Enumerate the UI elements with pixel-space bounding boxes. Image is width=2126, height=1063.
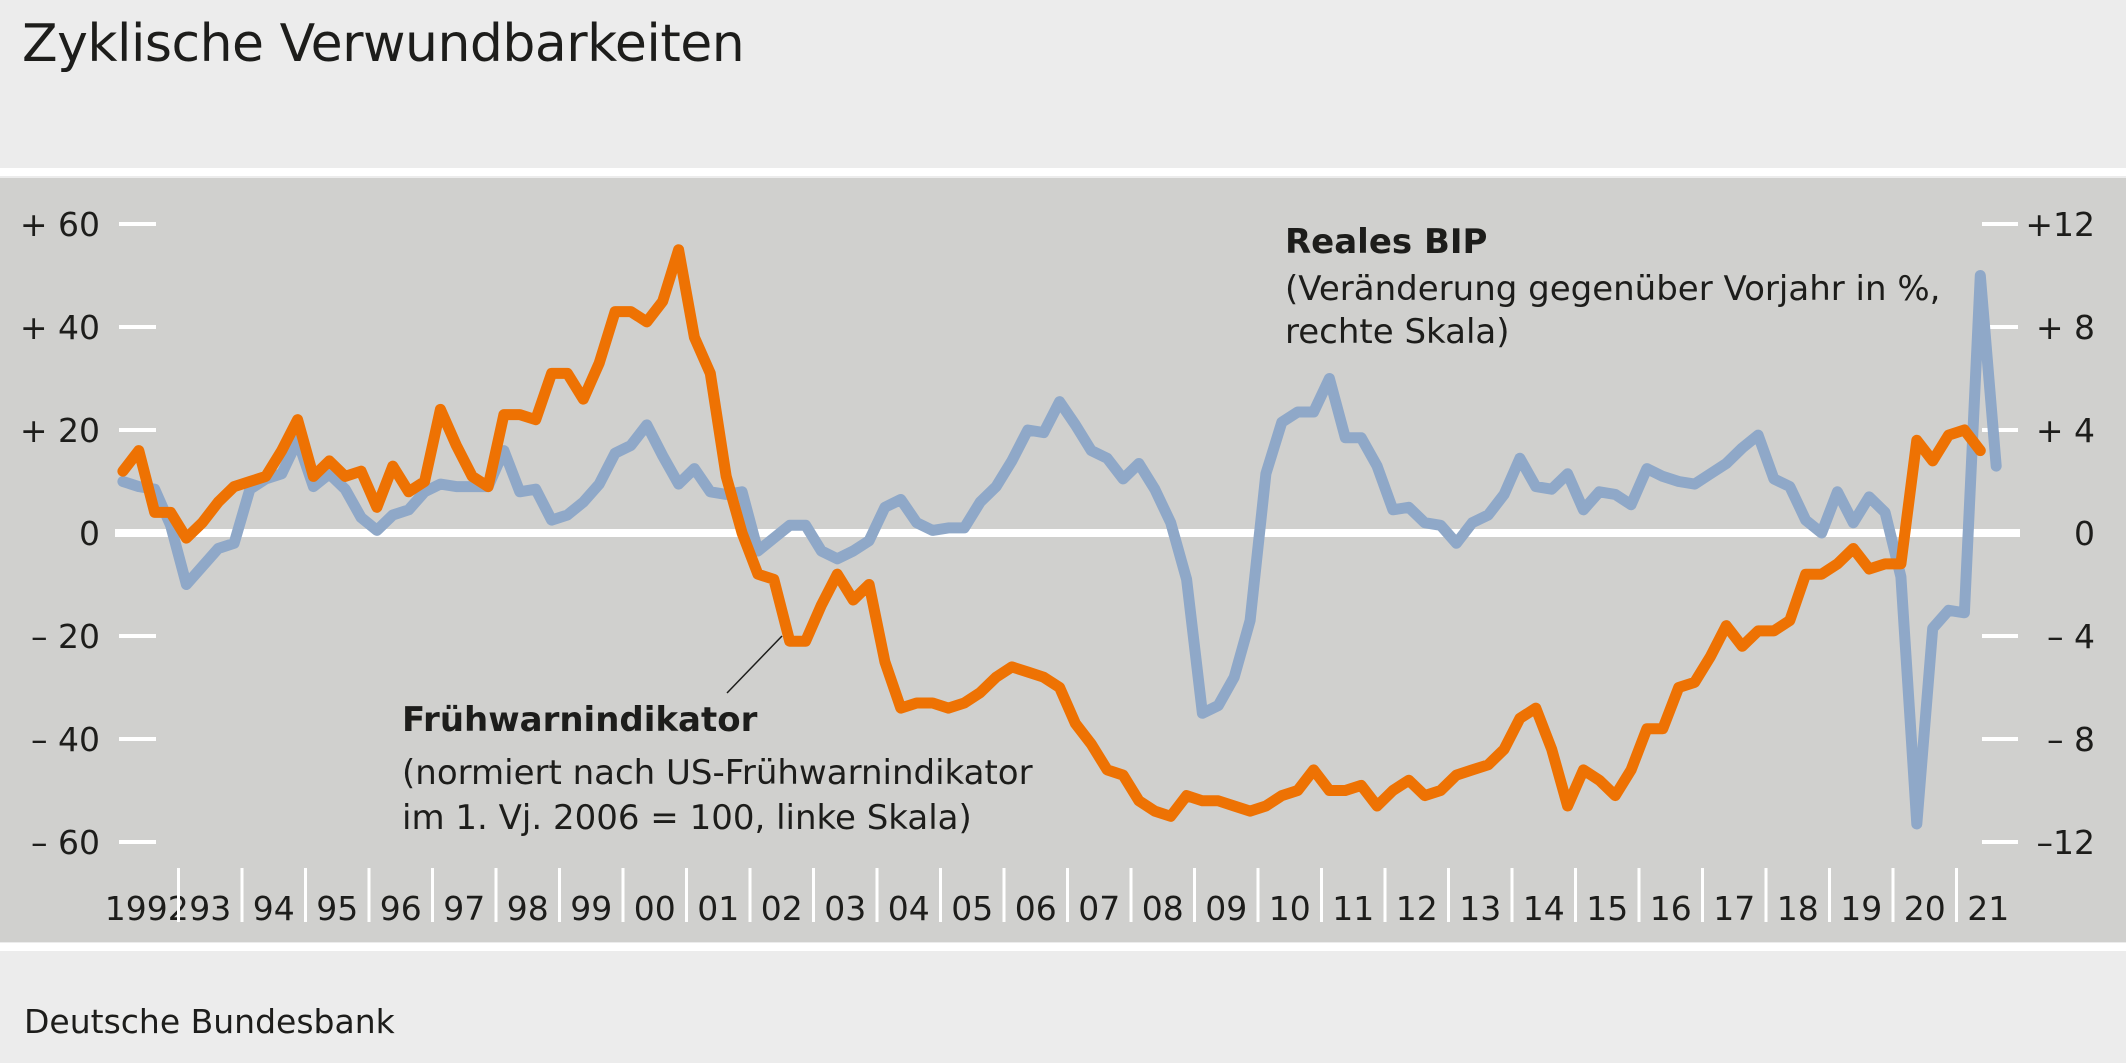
x-tick-label: 15 bbox=[1586, 889, 1628, 928]
x-tick-label: 96 bbox=[380, 889, 422, 928]
bottom-divider bbox=[0, 943, 2126, 951]
right-tick-label: – 4 bbox=[2047, 617, 2095, 656]
right-tick-label: +12 bbox=[2025, 205, 2095, 244]
left-tick-label: – 20 bbox=[31, 617, 100, 656]
legend-label-bip: Reales BIP bbox=[1285, 222, 1487, 262]
top-divider bbox=[0, 168, 2126, 176]
legend-sublabel-fruehwarn-1: (normiert nach US-Frühwarnindikator bbox=[402, 753, 1033, 793]
right-tick-label: – 8 bbox=[2047, 720, 2095, 759]
x-tick-label: 05 bbox=[951, 889, 993, 928]
legend-sublabel-bip-2: rechte Skala) bbox=[1285, 312, 1510, 352]
right-tick-label: + 4 bbox=[2036, 411, 2095, 450]
x-tick-label: 11 bbox=[1332, 889, 1374, 928]
left-tick-label: 0 bbox=[79, 514, 100, 553]
x-tick-label: 21 bbox=[1967, 889, 2009, 928]
x-tick-label: 95 bbox=[316, 889, 358, 928]
series-line-reales-bip bbox=[117, 270, 2002, 830]
legend-sublabel-bip-1: (Veränderung gegenüber Vorjahr in %, bbox=[1285, 269, 1940, 309]
x-tick-label: 18 bbox=[1777, 889, 1819, 928]
right-tick-label: + 8 bbox=[2036, 308, 2095, 347]
left-tick-label: + 40 bbox=[20, 308, 100, 347]
x-tick-label: 08 bbox=[1142, 889, 1184, 928]
x-tick-label: 19 bbox=[1840, 889, 1882, 928]
x-tick-label: 04 bbox=[888, 889, 930, 928]
x-tick-label: 99 bbox=[570, 889, 612, 928]
x-tick-label: 1992 bbox=[105, 889, 189, 928]
chart-title: Zyklische Verwundbarkeiten bbox=[22, 14, 745, 74]
left-tick-label: + 60 bbox=[20, 205, 100, 244]
x-tick-label: 17 bbox=[1713, 889, 1755, 928]
left-tick-label: + 20 bbox=[20, 411, 100, 450]
axes: + 60+ 40+ 200– 20– 40– 60+12+ 8+ 40– 4– … bbox=[20, 205, 2095, 928]
x-tick-label: 01 bbox=[697, 889, 739, 928]
plot-background bbox=[0, 178, 2126, 942]
x-tick-label: 97 bbox=[443, 889, 485, 928]
x-tick-label: 03 bbox=[824, 889, 866, 928]
x-tick-label: 02 bbox=[761, 889, 803, 928]
x-tick-label: 94 bbox=[253, 889, 295, 928]
x-tick-label: 14 bbox=[1523, 889, 1565, 928]
x-tick-label: 16 bbox=[1650, 889, 1692, 928]
x-tick-label: 98 bbox=[507, 889, 549, 928]
x-tick-label: 93 bbox=[189, 889, 231, 928]
x-tick-label: 20 bbox=[1904, 889, 1946, 928]
annotation-leader-line bbox=[726, 635, 783, 694]
right-tick-label: –12 bbox=[2037, 823, 2096, 862]
x-tick-label: 10 bbox=[1269, 889, 1311, 928]
right-tick-label: 0 bbox=[2074, 514, 2095, 553]
left-tick-label: – 60 bbox=[31, 823, 100, 862]
source-footer: Deutsche Bundesbank bbox=[24, 1002, 395, 1041]
x-tick-label: 06 bbox=[1015, 889, 1057, 928]
x-tick-label: 13 bbox=[1459, 889, 1501, 928]
x-tick-label: 09 bbox=[1205, 889, 1247, 928]
x-tick-label: 07 bbox=[1078, 889, 1120, 928]
x-tick-label: 00 bbox=[634, 889, 676, 928]
series-line-fruehwarnindikator bbox=[117, 244, 1986, 822]
left-tick-label: – 40 bbox=[31, 720, 100, 759]
legend-sublabel-fruehwarn-2: im 1. Vj. 2006 = 100, linke Skala) bbox=[402, 798, 972, 838]
x-tick-label: 12 bbox=[1396, 889, 1438, 928]
legend-label-fruehwarn: Frühwarnindikator bbox=[402, 700, 758, 740]
